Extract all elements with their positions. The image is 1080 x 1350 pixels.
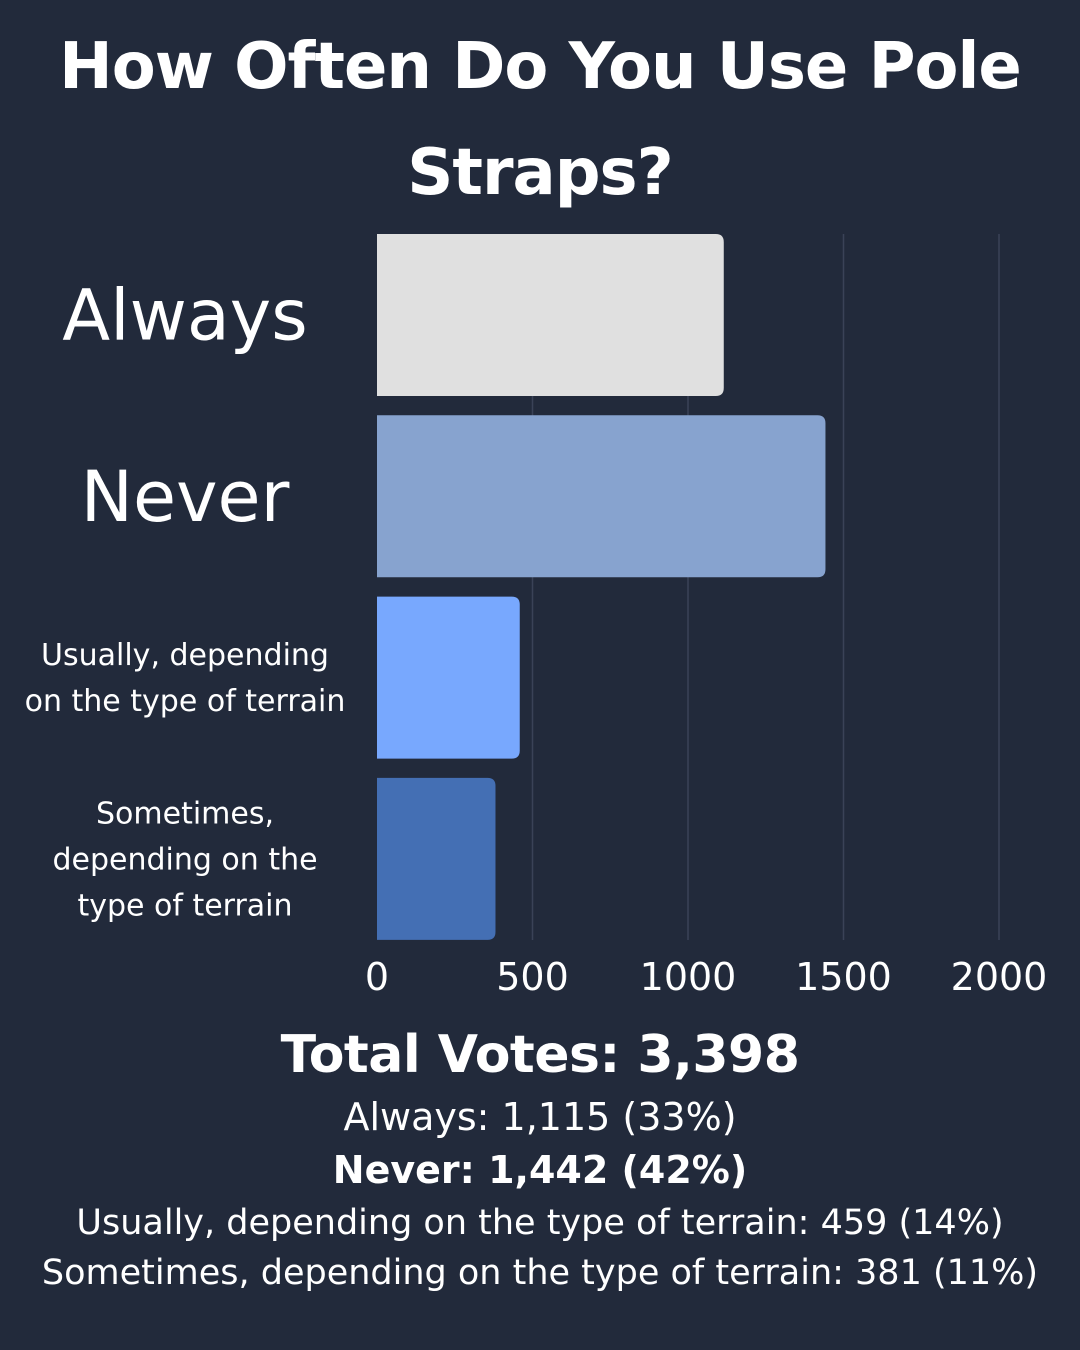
bars: [377, 234, 826, 940]
category-label-line: depending on the: [52, 842, 317, 877]
bar-2: [377, 415, 826, 578]
x-tick-label: 1500: [795, 955, 892, 999]
category-label: Always: [62, 275, 307, 357]
category-label-line: Never: [81, 456, 290, 538]
category-label-line: Usually, depending: [41, 638, 329, 673]
category-label-line: Sometimes,: [96, 796, 274, 831]
category-label: Never: [81, 456, 290, 538]
summary-sometimes: Sometimes, depending on the type of terr…: [41, 1253, 1039, 1293]
bar-1: [377, 234, 724, 396]
bar-3: [377, 596, 520, 759]
x-tick-label: 0: [365, 955, 389, 999]
x-tick-label: 1000: [640, 955, 737, 999]
category-label: Usually, depending on the type of terrain: [25, 638, 346, 719]
category-labels: Always Never Usually, depending on the type…: [25, 275, 346, 924]
bar-4: [377, 777, 496, 940]
category-label-line: on the type of terrain: [25, 684, 346, 719]
summary-always: Always: 1,115 (33%): [343, 1095, 737, 1139]
summary-usually: Usually, depending on the type of terrai…: [76, 1203, 1004, 1243]
x-tick-label: 2000: [951, 955, 1048, 999]
x-tick-label: 500: [496, 955, 569, 999]
category-label: Sometimes, depending on the type of terrai…: [52, 796, 317, 923]
category-label-line: type of terrain: [77, 888, 292, 923]
category-label-line: Always: [62, 275, 307, 357]
total-votes: Total Votes: 3,398: [280, 1025, 800, 1085]
summary-never: Never: 1,442 (42%): [332, 1148, 748, 1192]
chart-title: How Often Do You Use Pole Straps?: [59, 30, 1022, 210]
x-tick-labels: 0 500 1000 1500 2000: [365, 955, 1047, 999]
bar-chart: Always Never Usually, depending on the type…: [25, 234, 1047, 999]
